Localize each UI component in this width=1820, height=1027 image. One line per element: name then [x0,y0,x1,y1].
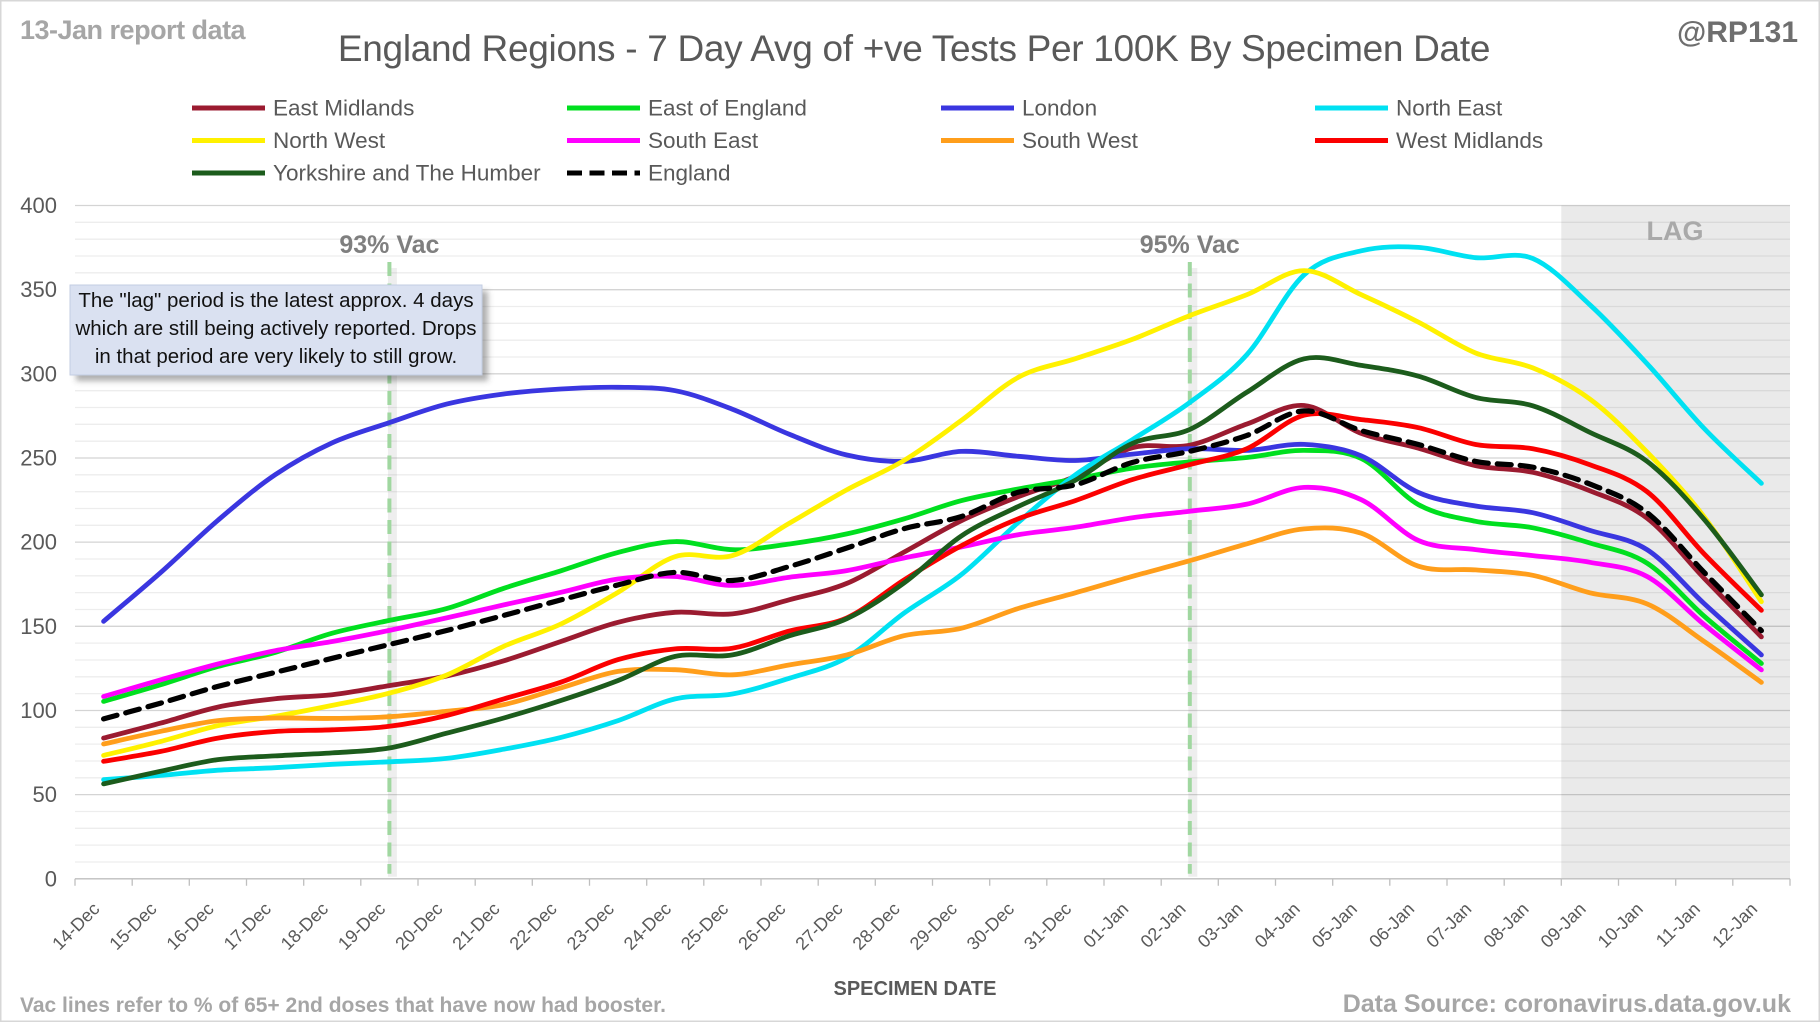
svg-text:East of England: East of England [648,96,807,121]
svg-text:300: 300 [20,361,57,386]
svg-text:@RP131: @RP131 [1677,16,1798,49]
svg-text:Data Source: coronavirus.data.: Data Source: coronavirus.data.gov.uk [1343,990,1791,1018]
svg-text:South West: South West [1022,128,1139,153]
svg-text:200: 200 [20,530,57,555]
svg-text:England Regions - 7 Day Avg of: England Regions - 7 Day Avg of +ve Tests… [338,28,1490,69]
svg-text:Vac lines refer to % of 65+ 2n: Vac lines refer to % of 65+ 2nd doses th… [20,994,666,1017]
svg-text:The "lag" period is the latest: The "lag" period is the latest approx. 4… [78,289,473,312]
svg-text:95% Vac: 95% Vac [1140,231,1240,259]
svg-text:West Midlands: West Midlands [1396,128,1543,153]
svg-text:150: 150 [20,614,57,639]
svg-text:in that period are very likely: in that period are very likely to still … [95,345,457,368]
svg-text:England: England [648,161,731,186]
svg-text:350: 350 [20,277,57,302]
svg-text:London: London [1022,96,1097,121]
svg-text:East Midlands: East Midlands [273,96,414,121]
svg-text:0: 0 [45,866,57,891]
svg-text:North East: North East [1396,96,1503,121]
svg-text:SPECIMEN DATE: SPECIMEN DATE [834,978,997,1000]
svg-text:50: 50 [33,782,57,807]
svg-text:North West: North West [273,128,386,153]
svg-text:LAG: LAG [1647,216,1704,246]
svg-text:250: 250 [20,446,57,471]
svg-text:93% Vac: 93% Vac [339,231,439,259]
svg-text:South East: South East [648,128,759,153]
svg-text:13-Jan report data: 13-Jan report data [20,15,247,45]
svg-text:100: 100 [20,698,57,723]
svg-text:Yorkshire and The Humber: Yorkshire and The Humber [273,161,541,186]
svg-text:400: 400 [20,193,57,218]
svg-text:which are still being actively: which are still being actively reported.… [74,317,476,340]
